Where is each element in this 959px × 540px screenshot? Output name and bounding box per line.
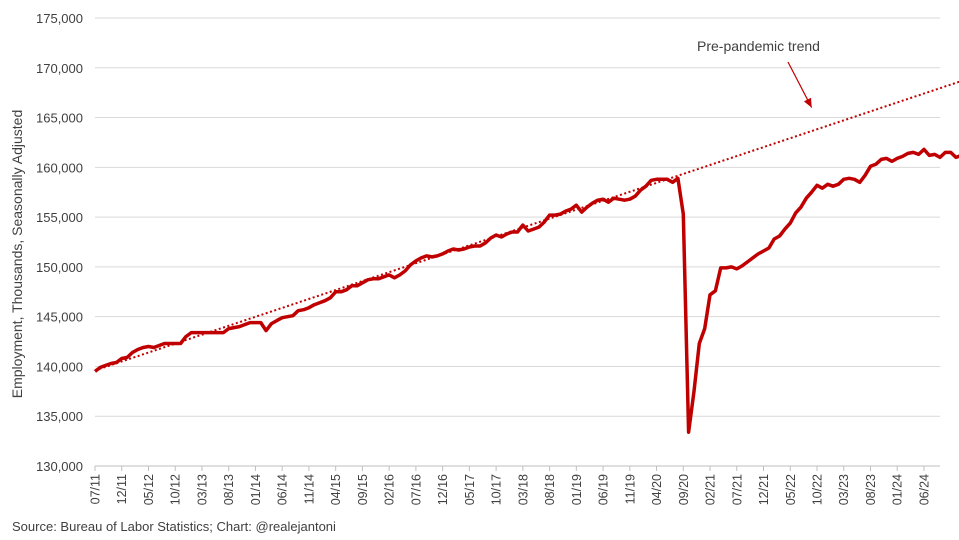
x-tick-label: 07/21 <box>730 474 744 505</box>
y-tick-label: 135,000 <box>36 409 83 424</box>
x-tick-label: 08/13 <box>222 474 236 505</box>
x-tick-label: 02/21 <box>704 474 718 505</box>
source-note: Source: Bureau of Labor Statistics; Char… <box>12 519 336 534</box>
x-tick-label: 10/22 <box>810 474 824 505</box>
x-tick-label: 06/24 <box>917 474 931 505</box>
y-tick-label: 130,000 <box>36 459 83 474</box>
y-tick-labels: 130,000 135,000 140,000 145,000 150,000 155,0… <box>36 11 83 474</box>
x-tick-label: 04/20 <box>650 474 664 505</box>
x-tick-label: 09/15 <box>356 474 370 505</box>
x-tick-label: 03/23 <box>837 474 851 505</box>
x-tick-label: 01/24 <box>891 474 905 505</box>
y-tick-label: 155,000 <box>36 210 83 225</box>
x-tick-label: 08/23 <box>864 474 878 505</box>
y-tick-label: 150,000 <box>36 260 83 275</box>
x-tick-label: 10/17 <box>490 474 504 505</box>
y-tick-label: 160,000 <box>36 160 83 175</box>
x-tick-label: 05/17 <box>463 474 477 505</box>
x-tick-label: 01/19 <box>570 474 584 505</box>
x-tick-label: 03/18 <box>516 474 530 505</box>
x-tick-label: 07/16 <box>409 474 423 505</box>
x-tick-label: 06/19 <box>597 474 611 505</box>
x-tick-label: 06/14 <box>276 474 290 505</box>
y-tick-label: 175,000 <box>36 11 83 26</box>
x-tick-label: 01/14 <box>249 474 263 505</box>
annotation-group: Pre-pandemic trend <box>697 38 820 108</box>
y-tick-label: 140,000 <box>36 359 83 374</box>
grid-lines <box>95 17 940 417</box>
trend-line <box>94 80 959 372</box>
x-tick-label: 10/12 <box>169 474 183 505</box>
x-tick-label: 05/22 <box>784 474 798 505</box>
x-tick-label: 12/21 <box>757 474 771 505</box>
x-tick-label: 03/13 <box>195 474 209 505</box>
x-tick-label: 08/18 <box>543 474 557 505</box>
y-tick-label: 170,000 <box>36 61 83 76</box>
y-tick-label: 145,000 <box>36 310 83 325</box>
x-tick-label: 02/16 <box>383 474 397 505</box>
x-tick-label: 11/19 <box>623 474 637 504</box>
x-tick-label: 09/20 <box>677 474 691 505</box>
x-tick-label: 04/15 <box>329 474 343 505</box>
annotation-arrowhead <box>803 97 812 108</box>
x-tick-label: 12/16 <box>436 474 450 505</box>
y-axis-label: Employment, Thousands, Seasonally Adjust… <box>9 110 25 398</box>
series-group <box>93 80 959 434</box>
x-tick-label: 05/12 <box>142 474 156 505</box>
annotation-label: Pre-pandemic trend <box>697 38 820 54</box>
x-tick-label: 11/14 <box>302 474 316 504</box>
x-tick-label: 07/11 <box>89 474 103 504</box>
employment-line <box>93 147 959 434</box>
x-tick-label: 12/11 <box>115 474 129 504</box>
x-tick-labels: 07/11 12/11 05/12 10/12 03/13 08/13 01/14 06/14… <box>89 466 931 505</box>
y-tick-label: 165,000 <box>36 111 83 126</box>
